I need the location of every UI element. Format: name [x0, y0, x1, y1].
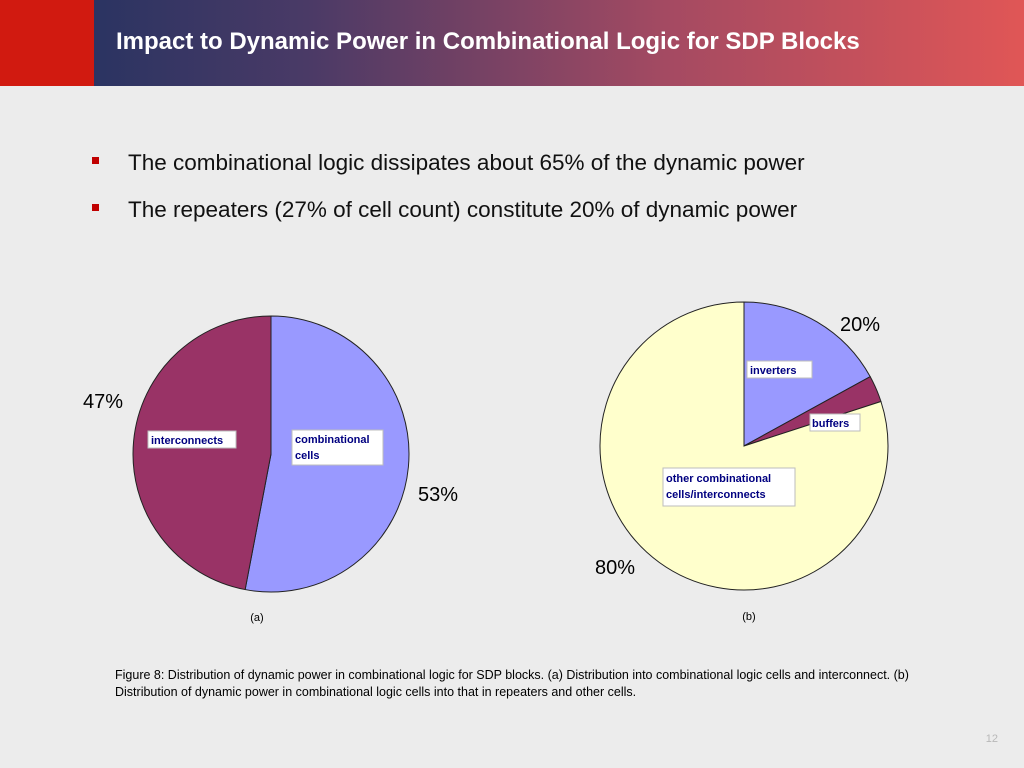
legend-label-inverters: inverters	[750, 365, 796, 377]
pie-a-cells-label-box: combinational cells	[291, 429, 384, 466]
legend-label-combinational: combinational cells	[295, 434, 370, 462]
value-label-20: 20%	[840, 314, 880, 336]
pie-a-interconnects-label-box: interconnects	[147, 430, 237, 449]
title-bar: Impact to Dynamic Power in Combinational…	[0, 0, 1024, 86]
slide-title: Impact to Dynamic Power in Combinational…	[116, 28, 860, 55]
pie-b-slice-inverters	[743, 301, 871, 447]
square-bullet-icon	[92, 157, 99, 164]
pie-b-slice-buffers	[743, 375, 882, 447]
square-bullet-icon	[92, 204, 99, 211]
value-label-80: 80%	[595, 557, 635, 579]
panel-label-a: (a)	[250, 612, 263, 624]
legend-label-buffers: buffers	[812, 418, 849, 430]
pie-b-buffers-label-box: buffers	[809, 413, 861, 432]
value-label-53: 53%	[418, 484, 458, 506]
value-label-47: 47%	[83, 391, 123, 413]
legend-label-other: other combinational cells/interconnects	[666, 473, 771, 501]
panel-label-b: (b)	[742, 611, 755, 623]
pie-a-slice-combinational-cells	[244, 315, 410, 593]
pie-b-inverters-label-box: inverters	[746, 360, 813, 379]
title-accent-block	[0, 0, 94, 86]
pie-b-other-label-box: other combinational cells/interconnects	[662, 467, 796, 507]
legend-label-interconnects: interconnects	[151, 435, 223, 447]
pie-chart-a	[132, 315, 410, 593]
page-number: 12	[985, 733, 998, 745]
bullet-text-2: The repeaters (27% of cell count) consti…	[128, 197, 798, 222]
figure-caption: Figure 8: Distribution of dynamic power …	[115, 668, 909, 699]
pie-b-slice-other-combinational-cells-interconnects	[599, 301, 889, 591]
pie-a-slice-interconnects	[132, 315, 272, 591]
bullet-text-1: The combinational logic dissipates about…	[128, 150, 805, 175]
pie-chart-b	[599, 301, 889, 591]
